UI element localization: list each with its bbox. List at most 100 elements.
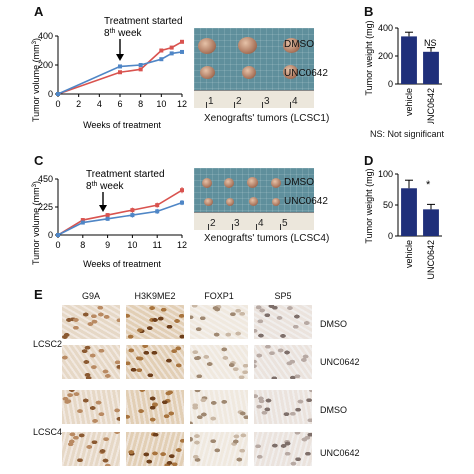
panel-b-y-label: Tumor weight (mg)	[364, 20, 374, 95]
ruler-number: 1	[208, 96, 214, 107]
y-tick-label: 400	[38, 31, 53, 41]
panel-a-x-label: Weeks of treatment	[83, 120, 161, 130]
bar	[423, 51, 439, 84]
panel-label-a: A	[34, 4, 44, 19]
ihc-group-label: LCSC4	[33, 427, 63, 437]
unc-series-line	[57, 201, 183, 236]
ihc-image-tile	[62, 305, 120, 339]
ruler-number: 4	[292, 96, 298, 107]
ruler-number: 3	[264, 96, 270, 107]
panel-c-x-label: Weeks of treatment	[83, 259, 161, 269]
ihc-image-tile	[254, 305, 312, 339]
ihc-image-tile	[62, 345, 120, 379]
dmso-data-point	[138, 67, 143, 72]
x-tick-label: 4	[97, 99, 102, 109]
panel-a-label-unc: UNC0642	[284, 68, 328, 79]
panel-b-footnote: NS: Not significant	[370, 129, 445, 139]
panel-a-photo-caption: Xenografts' tumors (LCSC1)	[204, 113, 330, 124]
panel-c-label-dmso: DMSO	[284, 177, 314, 188]
tumor	[198, 38, 216, 54]
dmso-data-point	[180, 188, 184, 193]
panel-b-significance: NS	[424, 38, 437, 48]
panel-c-photo-caption: Xenografts' tumors (LCSC4)	[204, 233, 330, 244]
ruler-number: 4	[258, 218, 264, 229]
ihc-image-tile	[62, 390, 120, 424]
x-tick-label: 8	[138, 99, 143, 109]
y-tick-label: 0	[388, 231, 393, 241]
y-tick-label: 450	[38, 174, 53, 184]
tumor	[249, 197, 258, 206]
tumor	[283, 65, 298, 79]
x-tick-label: 6	[117, 99, 122, 109]
category-label: UNC0642	[426, 88, 436, 124]
panel-c-y-label: Tumor volume (mm3)	[31, 181, 41, 265]
category-label: vehicle	[404, 240, 414, 268]
unc-data-point	[80, 220, 85, 225]
panel-c-line-chart: Tumor volume (mm3) Weeks of treatment Tr…	[31, 169, 187, 269]
ihc-image-tile	[254, 345, 312, 379]
bar	[401, 188, 417, 236]
panel-d-significance: *	[426, 179, 431, 191]
panel-a-label-dmso: DMSO	[284, 39, 314, 50]
unc-data-point	[180, 200, 184, 205]
panel-label-c: C	[34, 153, 44, 168]
ihc-column-header: G9A	[81, 291, 100, 301]
unc-data-point	[105, 216, 110, 221]
tumor	[238, 37, 257, 54]
y-tick-label: 225	[38, 202, 53, 212]
ihc-column-header: SP5	[274, 291, 292, 301]
unc-data-point	[159, 57, 164, 62]
tumor	[224, 178, 234, 188]
ihc-column-header: FOXP1	[204, 291, 234, 301]
y-tick-label: 0	[48, 89, 53, 99]
x-tick-label: 10	[127, 240, 137, 250]
dmso-data-point	[155, 203, 160, 208]
dmso-data-point	[169, 45, 174, 50]
unc-data-point	[155, 209, 160, 214]
ruler: 1 2 3 4	[194, 90, 314, 108]
panel-c-treatment-label: Treatment started	[86, 169, 165, 180]
ihc-group-label: LCSC2	[33, 339, 63, 349]
ihc-image-tile	[254, 432, 312, 466]
unc-data-point	[130, 213, 135, 218]
tumor	[226, 198, 234, 206]
panel-label-d: D	[364, 153, 374, 168]
panel-b-bar-chart: Tumor weight (mg) NS 0 200 400 vehicle UNC06…	[364, 20, 442, 124]
panel-a-arrow-head	[116, 54, 124, 61]
x-tick-label: 0	[55, 240, 60, 250]
tumor	[200, 66, 215, 79]
ruler: 2 3 4 5	[194, 212, 314, 230]
tumor	[204, 198, 213, 206]
dmso-data-point	[180, 39, 184, 44]
panel-c-label-unc: UNC0642	[284, 196, 328, 207]
y-tick-label: 0	[48, 230, 53, 240]
ihc-image-tile	[190, 432, 248, 466]
ruler-number: 2	[236, 96, 242, 107]
tumor	[247, 177, 258, 188]
ihc-row-label: DMSO	[320, 319, 347, 329]
ihc-column-header: H3K9ME2	[134, 291, 176, 301]
ihc-row-label: UNC0642	[320, 357, 360, 367]
dmso-data-point	[118, 70, 122, 75]
unc-data-point	[118, 64, 122, 69]
y-tick-label: 200	[38, 60, 53, 70]
x-tick-label: 2	[76, 99, 81, 109]
dmso-data-point	[159, 48, 164, 53]
y-tick-label: 0	[388, 79, 393, 89]
y-tick-label: 50	[383, 200, 393, 210]
panel-c-tumor-photo: 2 3 4 5	[194, 168, 314, 230]
ihc-image-tile	[190, 305, 248, 339]
unc-data-point	[138, 63, 143, 67]
unc-data-point	[56, 233, 60, 237]
panel-label-e: E	[34, 287, 43, 302]
ihc-row-label: UNC0642	[320, 448, 360, 458]
dmso-data-point	[130, 208, 135, 213]
dmso-data-point	[80, 218, 85, 223]
panel-a-treatment-label: Treatment started	[104, 16, 183, 27]
x-tick-label: 10	[156, 99, 166, 109]
ihc-image-tile	[126, 305, 184, 339]
dmso-data-point	[105, 213, 110, 218]
bar	[401, 36, 417, 84]
ruler-number: 2	[210, 218, 216, 229]
category-label: UNC0642	[426, 240, 436, 280]
